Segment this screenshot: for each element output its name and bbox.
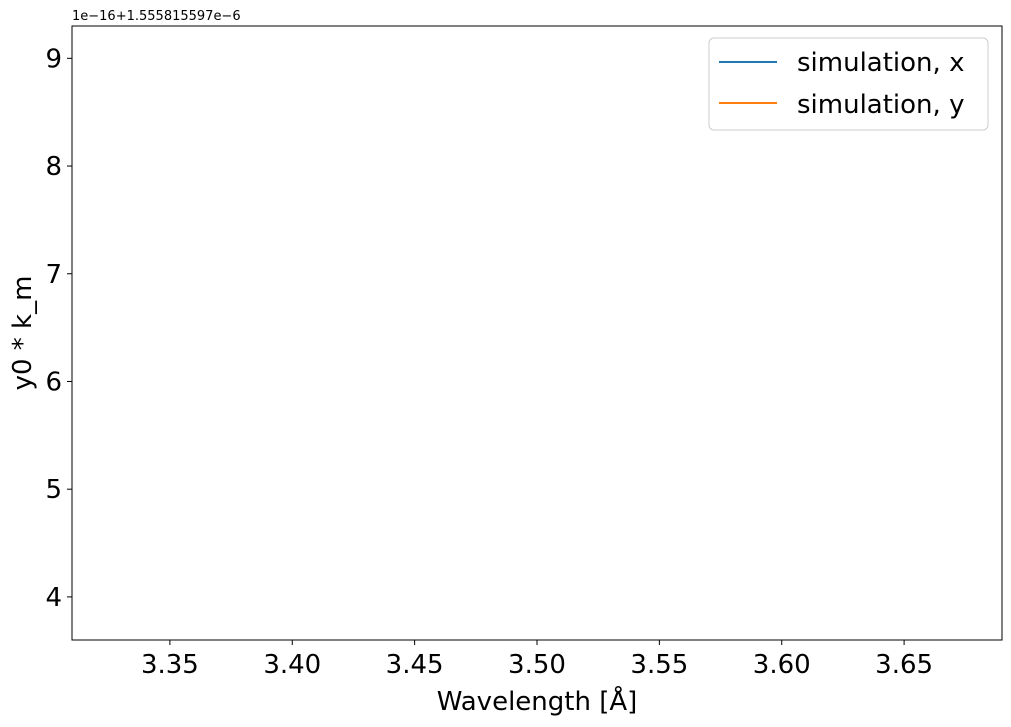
x-tick-label: 3.65: [875, 650, 933, 680]
legend: simulation, x simulation, y: [708, 37, 989, 131]
y-axis-ticks: 4 5 6 7 8 9: [45, 44, 72, 613]
legend-label-simulation-y: simulation, y: [797, 90, 964, 120]
legend-entry-simulation-y: simulation, y: [719, 90, 964, 120]
legend-box: [708, 37, 989, 131]
x-tick-label: 3.55: [630, 650, 688, 680]
x-axis-label: Wavelength [Å]: [437, 685, 638, 717]
y-axis-offset-label: 1e−16+1.555815597e−6: [72, 9, 241, 24]
x-axis-ticks: 3.35 3.40 3.45 3.50 3.55 3.60 3.65: [141, 640, 933, 680]
y-tick-label: 5: [45, 475, 62, 505]
x-tick-label: 3.45: [386, 650, 444, 680]
legend-entry-simulation-x: simulation, x: [719, 48, 964, 78]
y-tick-label: 6: [45, 367, 62, 397]
x-tick-label: 3.50: [508, 650, 566, 680]
legend-label-simulation-x: simulation, x: [797, 48, 964, 78]
x-tick-label: 3.40: [263, 650, 321, 680]
y-axis-label: y0 * k_m: [8, 276, 38, 391]
x-tick-label: 3.60: [753, 650, 811, 680]
y-tick-label: 9: [45, 44, 62, 74]
y-tick-label: 7: [45, 260, 62, 290]
y-tick-label: 4: [45, 583, 62, 613]
y-tick-label: 8: [45, 152, 62, 182]
x-tick-label: 3.35: [141, 650, 199, 680]
